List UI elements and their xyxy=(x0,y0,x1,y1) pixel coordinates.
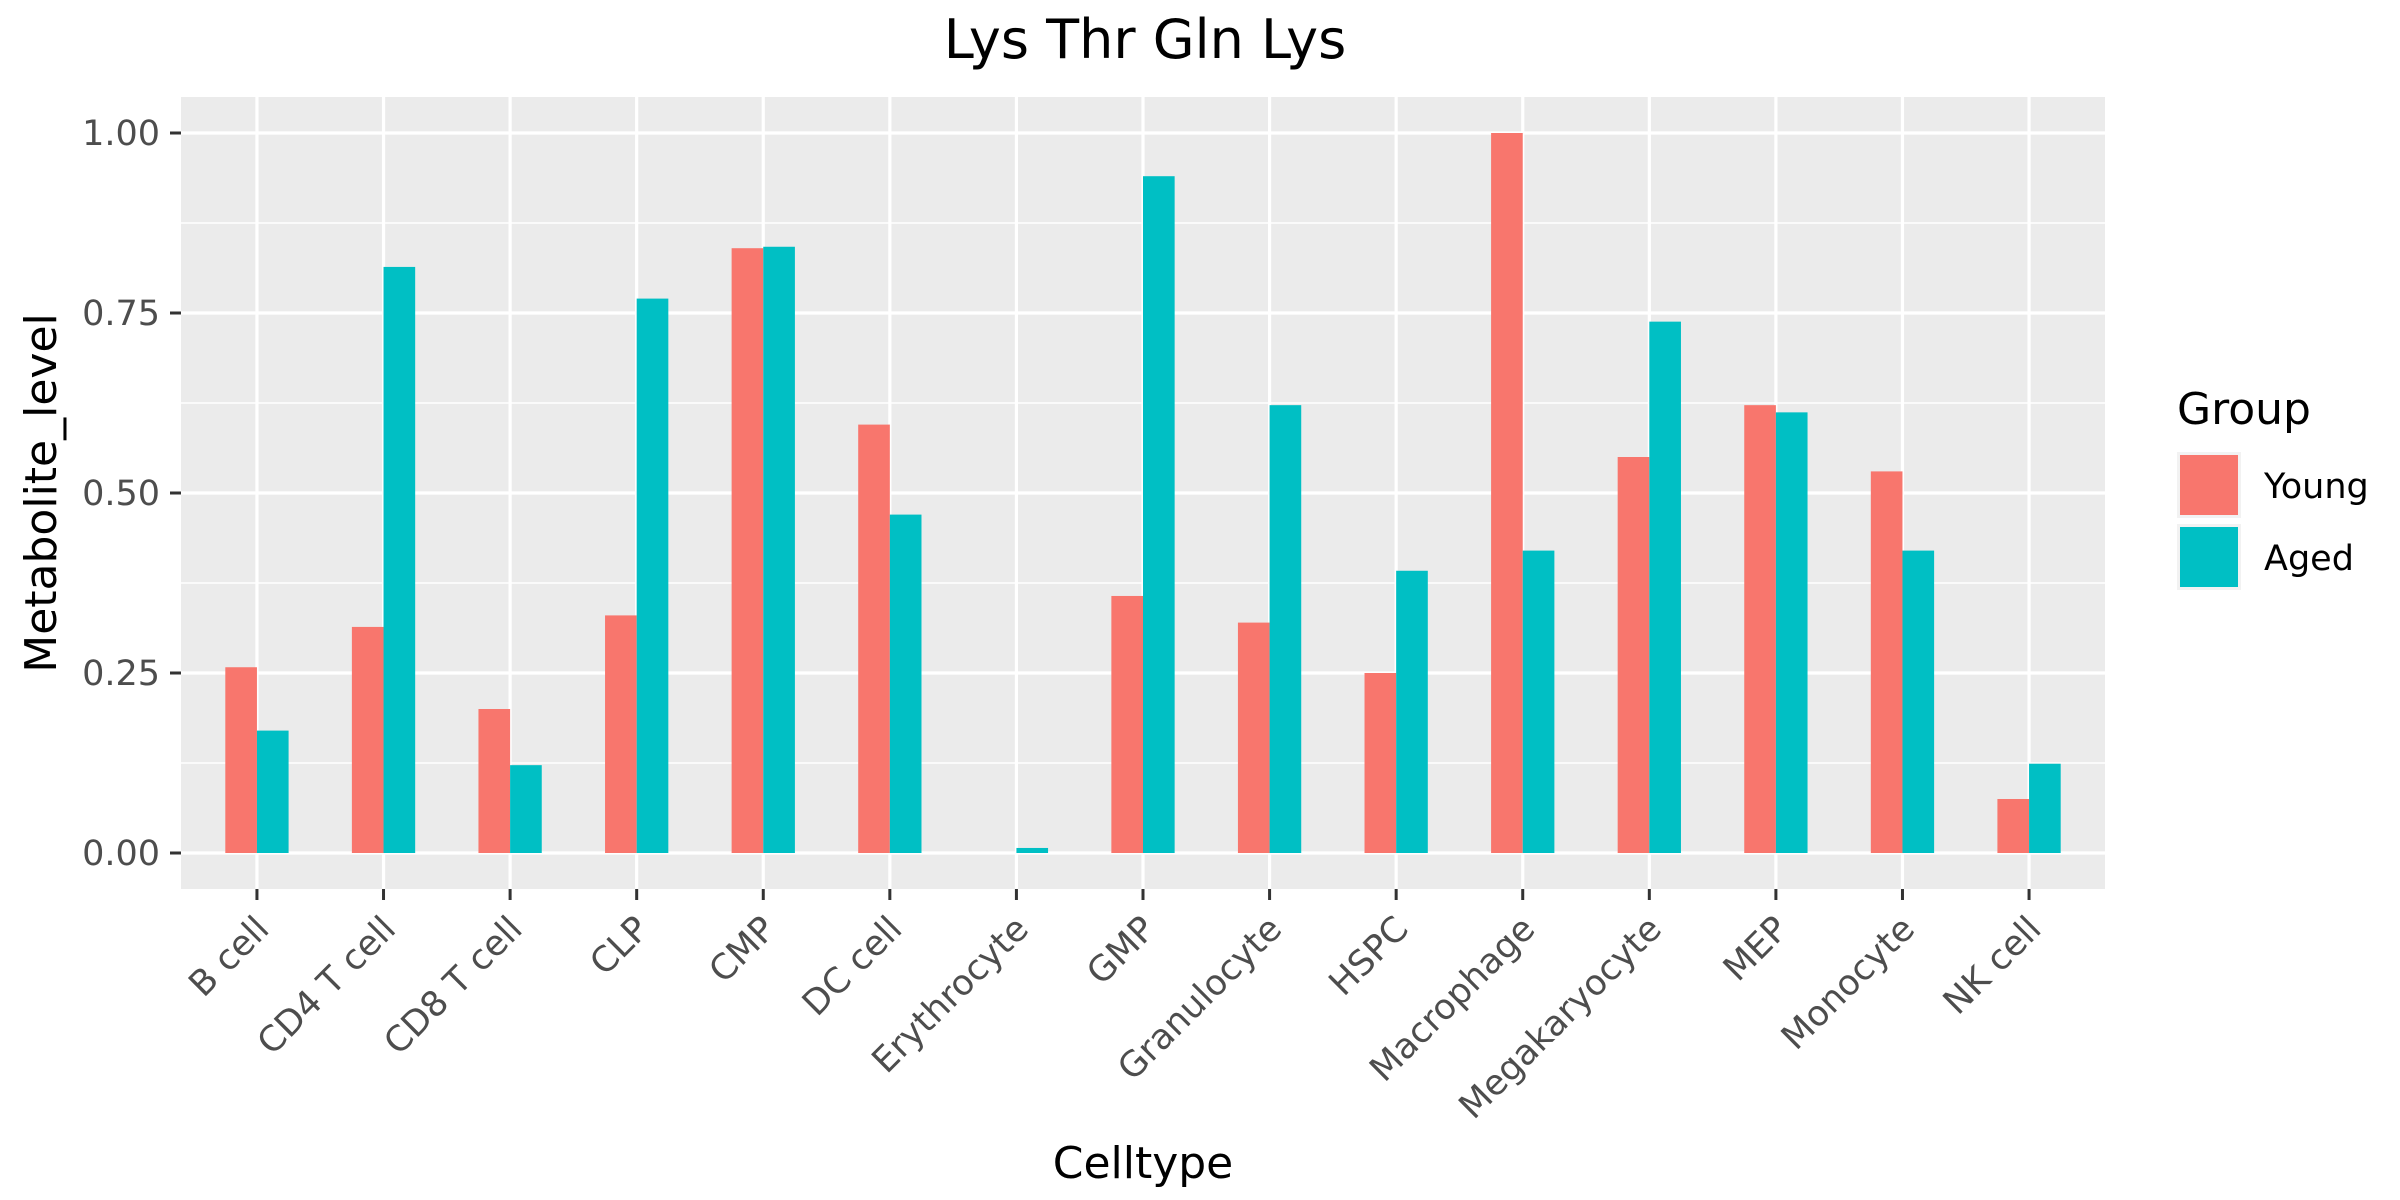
bar-aged-b-cell xyxy=(256,730,289,853)
bar-young-macrophage xyxy=(1491,133,1523,853)
bar-aged-cmp xyxy=(763,246,795,853)
bar-aged-hspc xyxy=(1396,570,1428,853)
bar-aged-cd8-t-cell xyxy=(510,765,542,853)
bar-young-cd8-t-cell xyxy=(478,709,511,853)
bar-aged-nk-cell xyxy=(2029,763,2061,853)
x-tick-label: CLP xyxy=(583,909,657,983)
bar-aged-erythrocyte xyxy=(1016,847,1049,853)
bar-young-b-cell xyxy=(225,667,257,853)
x-tick-label: CD8 T cell xyxy=(377,909,531,1063)
chart-title: Lys Thr Gln Lys xyxy=(944,8,1346,71)
y-tick-label: 0.50 xyxy=(82,474,160,514)
bar-aged-megakaryocyte xyxy=(1649,321,1681,853)
y-tick-label: 1.00 xyxy=(82,114,160,154)
legend: Group Young Aged xyxy=(2177,384,2369,590)
bar-aged-mep xyxy=(1775,412,1808,853)
bar-young-nk-cell xyxy=(1997,799,2030,853)
bar-aged-gmp xyxy=(1143,176,1175,853)
bar-young-cmp xyxy=(731,248,764,853)
bar-aged-clp xyxy=(636,298,669,854)
bar-young-gmp xyxy=(1111,595,1143,853)
bar-aged-granulocyte xyxy=(1269,405,1302,853)
legend-swatch-young xyxy=(2180,455,2238,515)
y-axis: 0.00 0.25 0.50 0.75 1.00 xyxy=(82,114,181,874)
y-axis-title: Metabolite_level xyxy=(16,313,67,673)
bar-young-clp xyxy=(605,615,637,853)
x-tick-label: DC cell xyxy=(795,909,910,1024)
y-tick-label: 0.00 xyxy=(82,834,160,874)
legend-swatch-aged xyxy=(2180,527,2238,587)
x-tick-label: MEP xyxy=(1716,909,1796,989)
bar-aged-dc-cell xyxy=(889,514,922,853)
bars xyxy=(225,133,2061,854)
bar-aged-macrophage xyxy=(1522,550,1555,853)
bar-aged-cd4-t-cell xyxy=(383,266,416,853)
x-tick-label: NK cell xyxy=(1936,909,2049,1022)
y-tick-label: 0.75 xyxy=(82,294,160,334)
y-tick-label: 0.25 xyxy=(82,654,160,694)
x-tick-label: GMP xyxy=(1080,909,1164,993)
bar-young-granulocyte xyxy=(1237,622,1270,853)
bar-young-monocyte xyxy=(1870,471,1903,853)
bar-aged-monocyte xyxy=(1902,550,1935,853)
bar-young-cd4-t-cell xyxy=(351,626,384,853)
bar-young-megakaryocyte xyxy=(1617,457,1650,853)
x-tick-label: B cell xyxy=(182,909,278,1005)
x-tick-label: HSPC xyxy=(1322,909,1417,1004)
x-tick-label: Monocyte xyxy=(1774,909,1923,1058)
bar-young-hspc xyxy=(1364,673,1397,853)
x-tick-label: CMP xyxy=(702,909,784,991)
legend-title: Group xyxy=(2177,384,2311,435)
legend-label-aged: Aged xyxy=(2264,539,2354,579)
x-axis-title: Celltype xyxy=(1053,1138,1234,1189)
bar-young-mep xyxy=(1744,405,1776,853)
legend-label-young: Young xyxy=(2263,467,2369,507)
bar-young-dc-cell xyxy=(858,424,890,853)
